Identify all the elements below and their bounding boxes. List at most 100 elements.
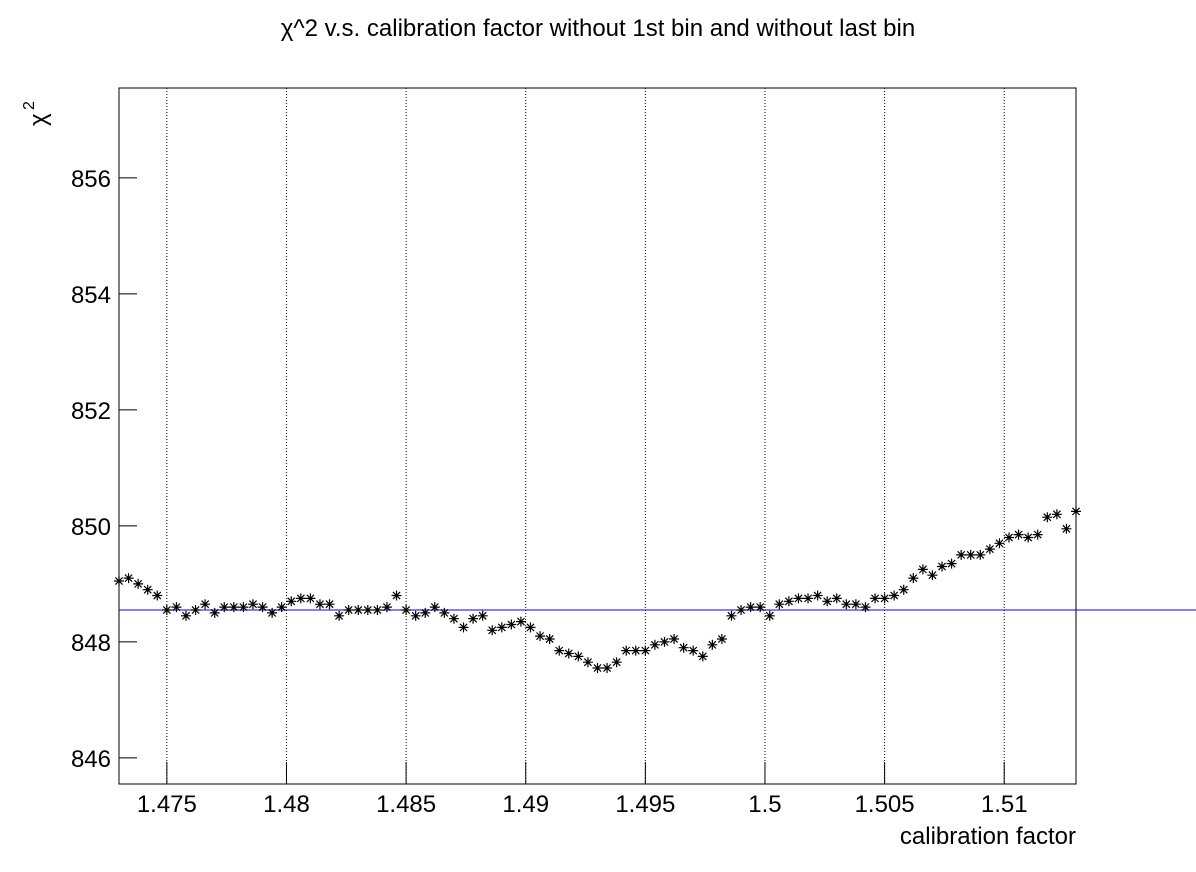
data-point [822,596,833,607]
data-point [736,605,747,615]
data-point [554,645,565,656]
data-point [286,596,297,607]
data-point [114,576,124,586]
data-point [515,616,526,627]
x-tick-label: 1.49 [502,791,549,818]
data-point [535,631,546,642]
x-tick-label: 1.485 [376,791,436,818]
data-point [477,610,488,621]
data-point [1061,523,1072,534]
x-tick-label: 1.48 [263,791,310,818]
y-tick-label: 848 [71,630,111,657]
data-point [602,663,613,673]
data-point [468,613,479,624]
data-point [697,651,708,662]
y-tick-label: 852 [71,398,111,425]
data-point [209,607,220,618]
data-point [946,558,957,569]
data-point [898,584,909,595]
data-point [630,645,641,656]
data-point [314,599,325,610]
data-point [984,544,995,555]
data-point [343,605,354,615]
chart-title: χ^2 v.s. calibration factor without 1st … [281,15,915,42]
x-axis-label: calibration factor [900,823,1076,850]
data-point [544,634,555,644]
data-point [640,645,651,656]
data-point [1004,532,1015,543]
data-point [975,549,986,560]
data-point [573,651,584,662]
data-point [850,599,861,610]
data-point [295,593,306,604]
data-point [870,593,881,604]
plot-frame [118,87,1077,785]
data-point [688,645,699,656]
data-point [247,599,258,610]
data-point [582,657,593,668]
data-point [487,625,498,636]
data-point [257,602,268,613]
data-point [937,561,948,572]
y-tick-label: 854 [71,282,111,309]
data-point [659,636,670,647]
data-point [496,622,507,633]
y-tick-label: 856 [71,166,111,193]
data-point [860,602,871,613]
data-point [812,590,823,601]
data-point [793,593,804,604]
data-point [381,602,392,613]
data-point [142,584,153,595]
data-point [669,634,680,644]
x-tick-label: 1.495 [615,791,675,818]
data-point [707,639,718,650]
data-point [831,593,842,604]
data-point [1051,509,1062,520]
data-point [506,619,517,630]
data-point [1032,529,1043,540]
data-point [238,602,249,613]
data-point [171,602,182,613]
data-point [267,607,278,618]
data-point [276,602,287,613]
x-tick-label: 1.475 [137,791,197,818]
data-point [889,590,900,601]
data-point [353,605,364,615]
y-label-sup: 2 [21,101,38,110]
data-point [716,634,727,644]
data-point [745,602,756,613]
data-point [927,570,938,581]
data-point [1023,532,1034,543]
data-point [994,538,1005,549]
data-point [649,639,660,650]
y-label-base: χ [25,113,52,126]
data-point [391,590,402,601]
data-point [152,590,163,601]
data-point [410,610,421,621]
data-point [755,602,766,613]
data-point [372,605,383,615]
data-point [228,602,239,613]
x-tick-label: 1.5 [748,791,781,818]
data-point [764,610,775,621]
data-point [429,602,440,613]
data-point [783,596,794,607]
data-point [611,657,622,668]
x-tick-label: 1.505 [855,791,915,818]
data-point [563,648,574,659]
data-point [439,607,450,618]
data-point [180,610,191,621]
data-point [1071,506,1081,517]
data-point [458,622,469,633]
data-point [362,605,373,615]
data-point [123,573,134,584]
data-point [219,602,230,613]
y-axis-label: χ 2 [21,101,52,126]
data-point [917,564,928,575]
x-tick-label: 1.51 [981,791,1028,818]
data-point [803,593,814,604]
data-point [774,599,785,610]
data-point [841,599,852,610]
